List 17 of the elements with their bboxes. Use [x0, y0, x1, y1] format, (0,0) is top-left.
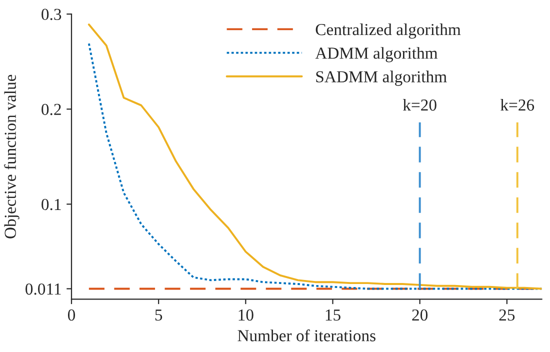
- y-tick-label: 0.011: [26, 283, 61, 295]
- x-tick-label: 25: [499, 309, 515, 321]
- y-axis-title: Objective function value: [4, 74, 20, 238]
- x-axis-title: Number of iterations: [238, 329, 376, 342]
- x-tick-label: 0: [68, 309, 76, 321]
- legend-label: ADMM algorithm: [315, 47, 438, 62]
- annotation: k=26: [500, 98, 534, 111]
- x-tick-label: 20: [412, 309, 428, 321]
- y-tick-label: 0.2: [42, 104, 61, 116]
- annotation: k=20: [402, 98, 436, 111]
- legend-label: Centralized algorithm: [316, 23, 461, 39]
- legend-label: SADMM algorithm: [316, 70, 447, 86]
- x-tick-label: 5: [155, 310, 162, 321]
- y-tick-label: 0.1: [42, 198, 61, 210]
- y-tick-label: 0.3: [42, 8, 62, 20]
- x-tick-label: 15: [326, 309, 340, 321]
- x-tick-label: 10: [238, 309, 254, 321]
